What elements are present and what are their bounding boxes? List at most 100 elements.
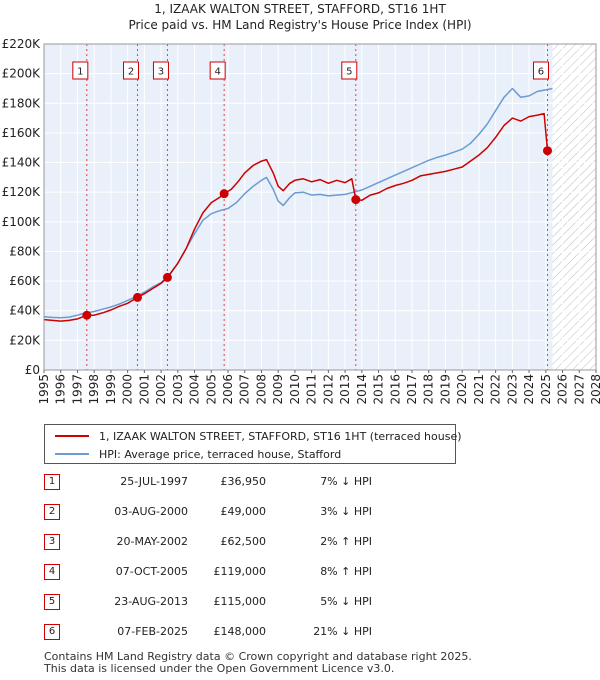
sale-date: 07-OCT-2005 [115,565,188,578]
y-tick-label: £160K [2,126,42,140]
legend-swatch-property [55,435,89,437]
forecast-region [552,44,596,370]
sale-date: 23-AUG-2013 [114,595,188,608]
table-row: 2 03-AUG-2000 £49,000 3% ↓ HPI [0,502,600,524]
x-tick-label: 2006 [221,374,235,405]
footer-copyright: Contains HM Land Registry data © Crown c… [44,650,472,663]
sale-label-number: 3 [158,67,164,78]
price-chart: 1, IZAAK WALTON STREET, STAFFORD, ST16 1… [2,2,600,405]
y-tick-label: £0 [25,363,40,377]
x-tick-label: 2027 [572,374,586,405]
x-tick-label: 2024 [522,374,536,405]
sale-label-number: 6 [538,67,544,78]
x-tick-label: 2022 [489,374,503,405]
sale-hpi-diff: 8% ↑ HPI [320,565,372,578]
x-tick-label: 2014 [355,374,369,405]
sale-date: 03-AUG-2000 [114,505,188,518]
sale-number-badge: 4 [44,564,60,580]
table-row: 4 07-OCT-2005 £119,000 8% ↑ HPI [0,562,600,584]
x-tick-label: 2010 [288,374,302,405]
x-tick-label: 2009 [271,374,285,405]
sale-number-badge: 5 [44,594,60,610]
sale-price: £62,500 [220,535,267,548]
y-tick-label: £20K [9,333,41,347]
sale-hpi-diff: 5% ↓ HPI [320,595,372,608]
table-row: 6 07-FEB-2025 £148,000 21% ↓ HPI [0,622,600,644]
sale-price: £148,000 [213,625,267,638]
x-tick-label: 2017 [405,374,419,405]
sale-label-number: 1 [77,67,83,78]
x-tick-label: 2020 [455,374,469,405]
x-tick-label: 2000 [121,374,135,405]
sale-label-number: 2 [128,67,134,78]
chart-title: 1, IZAAK WALTON STREET, STAFFORD, ST16 1… [154,2,446,16]
x-tick-label: 2026 [556,374,570,405]
sale-point [82,310,92,320]
sale-number-badge: 2 [44,504,60,520]
y-tick-label: £40K [9,304,41,318]
sale-date: 20-MAY-2002 [116,535,188,548]
legend-swatch-hpi [55,453,89,455]
x-tick-label: 1999 [104,374,118,405]
x-tick-label: 2016 [388,374,402,405]
x-tick-label: 2015 [372,374,386,405]
legend: 1, IZAAK WALTON STREET, STAFFORD, ST16 1… [44,424,462,464]
sale-point [351,195,361,205]
sale-date: 25-JUL-1997 [120,475,188,488]
sale-price: £49,000 [220,505,267,518]
x-tick-label: 1997 [70,374,84,405]
sale-label-box [532,61,549,80]
x-tick-label: 2012 [321,374,335,405]
x-tick-label: 2028 [589,374,600,405]
x-tick-label: 2018 [422,374,436,405]
y-tick-label: £60K [9,274,41,288]
sale-number-badge: 6 [44,624,60,640]
x-tick-label: 2005 [204,374,218,405]
y-tick-label: £200K [2,67,42,81]
y-tick-label: £80K [9,244,41,258]
series-line-hpi [43,87,553,319]
table-row: 3 20-MAY-2002 £62,500 2% ↑ HPI [0,532,600,554]
sale-label-box [209,61,226,80]
sale-number-badge: 1 [44,474,60,490]
x-tick-label: 2007 [238,374,252,405]
sale-point [542,146,552,156]
y-tick-label: £120K [2,185,42,199]
sale-hpi-diff: 7% ↓ HPI [320,475,372,488]
sale-label-number: 4 [214,67,220,78]
x-tick-label: 2008 [254,374,268,405]
x-tick-label: 2025 [539,374,553,405]
sale-hpi-diff: 3% ↓ HPI [320,505,372,518]
x-tick-label: 1996 [54,374,68,405]
sale-label-box [123,61,140,80]
x-tick-label: 1998 [87,374,101,405]
footer-licence: This data is licensed under the Open Gov… [44,662,395,675]
x-tick-label: 1995 [37,374,51,405]
y-tick-label: £140K [2,156,42,170]
sale-point [133,292,143,302]
sale-date: 07-FEB-2025 [117,625,188,638]
sale-hpi-diff: 2% ↑ HPI [320,535,372,548]
x-tick-label: 2021 [472,374,486,405]
plot-area: 1 2 3 4 5 6 £0 £20K £40K £60K £80K £100K £120K £140K £… [2,37,600,405]
legend-label-property: 1, IZAAK WALTON STREET, STAFFORD, ST16 1… [99,429,462,443]
plot-border [43,43,597,371]
plot-background [44,44,553,370]
sale-point [219,189,229,199]
y-tick-label: £180K [2,96,42,110]
sale-price: £119,000 [213,565,267,578]
sale-number-badge: 3 [44,534,60,550]
sale-price: £115,000 [213,595,267,608]
x-tick-label: 2002 [154,374,168,405]
sale-price: £36,950 [220,475,267,488]
chart-subtitle: Price paid vs. HM Land Registry's House … [128,18,471,32]
legend-label-hpi: HPI: Average price, terraced house, Staf… [99,447,342,461]
sale-hpi-diff: 21% ↓ HPI [313,625,372,638]
table-row: 5 23-AUG-2013 £115,000 5% ↓ HPI [0,592,600,614]
x-tick-label: 2023 [505,374,519,405]
sale-point [162,272,172,282]
footer-attribution: Contains HM Land Registry data © Crown c… [44,651,472,675]
x-tick-label: 2013 [338,374,352,405]
x-tick-label: 2003 [171,374,185,405]
sale-label-number: 5 [346,67,352,78]
